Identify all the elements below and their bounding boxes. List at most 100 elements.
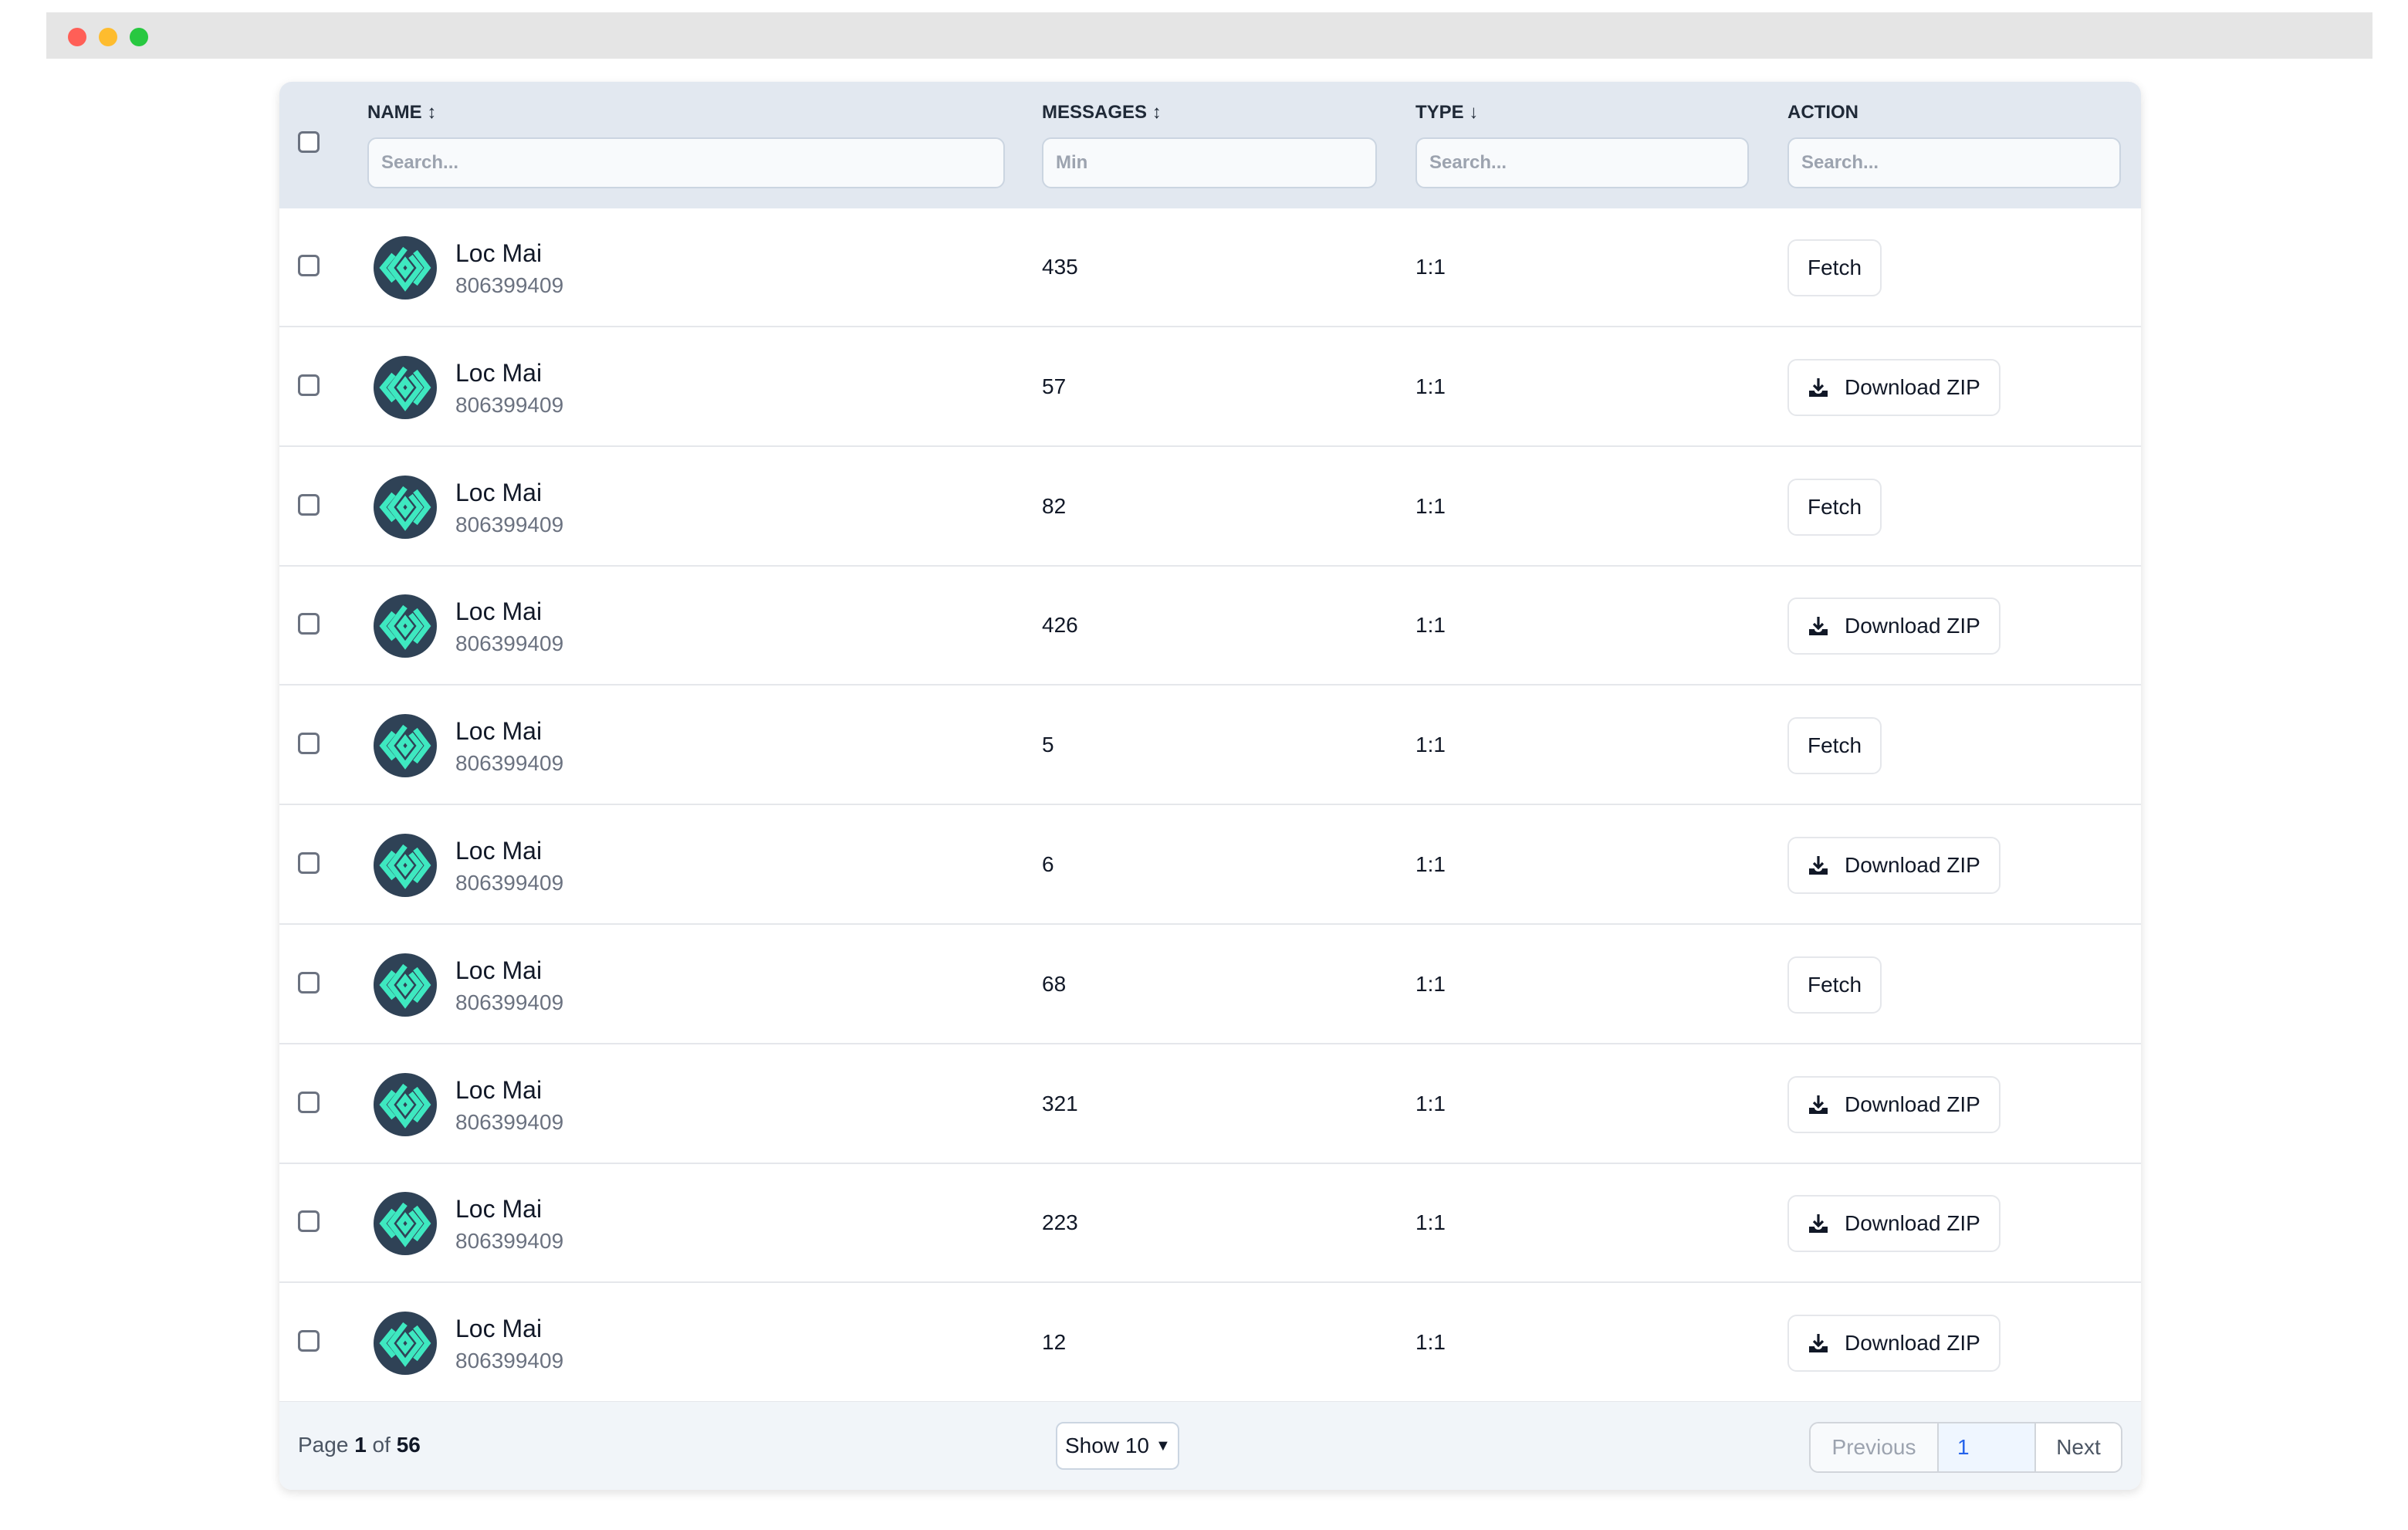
chat-type: 1:1 <box>1415 374 1446 398</box>
action-search-input[interactable] <box>1787 137 2121 188</box>
button-label: Fetch <box>1808 494 1862 519</box>
header-label: TYPE <box>1415 102 1464 123</box>
download-icon <box>1808 1094 1829 1115</box>
contact-id: 806399409 <box>455 392 564 417</box>
avatar <box>374 714 437 778</box>
contact-name: Loc Mai <box>455 1075 543 1104</box>
download-zip-button[interactable]: Download ZIP <box>1787 597 2000 655</box>
contact-name: Loc Mai <box>455 1195 543 1224</box>
column-header-type[interactable]: TYPE ↓ <box>1415 102 1478 124</box>
next-button[interactable]: Next <box>2036 1423 2121 1471</box>
header-label: NAME <box>367 102 422 123</box>
chat-type: 1:1 <box>1415 852 1446 876</box>
message-count: 426 <box>1042 613 1078 638</box>
type-search-input[interactable] <box>1415 137 1749 188</box>
close-window-button[interactable] <box>68 28 86 46</box>
messages-min-input[interactable] <box>1042 137 1377 188</box>
download-icon <box>1808 615 1829 637</box>
message-count: 435 <box>1042 255 1078 279</box>
page-number-input[interactable]: 1 <box>1937 1423 2036 1471</box>
header-label: MESSAGES <box>1042 102 1148 123</box>
table-footer: Page 1 of 56 Show 10 ▼ Previous 1 Next <box>279 1402 2141 1490</box>
contact-id: 806399409 <box>455 273 564 297</box>
fetch-button[interactable]: Fetch <box>1787 478 1882 536</box>
page-size-select[interactable]: Show 10 ▼ <box>1056 1422 1179 1470</box>
row-checkbox[interactable] <box>298 255 320 276</box>
table-row: Loc Mai 806399409 82 1:1 Fetch <box>279 448 2141 567</box>
row-checkbox[interactable] <box>298 733 320 755</box>
download-icon <box>1808 1332 1829 1354</box>
conversations-table: NAME ↕ MESSAGES ↕ TYPE ↓ ACTION Loc Mai … <box>279 82 2141 1490</box>
row-checkbox[interactable] <box>298 971 320 993</box>
download-zip-button[interactable]: Download ZIP <box>1787 1315 2000 1373</box>
fetch-button[interactable]: Fetch <box>1787 717 1882 775</box>
chevron-down-icon: ▼ <box>1155 1437 1171 1454</box>
sort-both-icon: ↕ <box>427 102 437 123</box>
message-count: 223 <box>1042 1210 1078 1235</box>
download-icon <box>1808 855 1829 876</box>
button-label: Download ZIP <box>1845 853 1980 877</box>
column-header-name[interactable]: NAME ↕ <box>367 102 436 124</box>
row-checkbox[interactable] <box>298 613 320 635</box>
avatar <box>374 1072 437 1136</box>
row-checkbox[interactable] <box>298 493 320 516</box>
contact-name: Loc Mai <box>455 956 543 984</box>
download-zip-button[interactable]: Download ZIP <box>1787 1075 2000 1133</box>
table-row: Loc Mai 806399409 321 1:1 Download ZIP <box>279 1045 2141 1164</box>
avatar <box>374 1312 437 1376</box>
button-label: Fetch <box>1808 733 1862 758</box>
row-checkbox[interactable] <box>298 1091 320 1113</box>
table-row: Loc Mai 806399409 6 1:1 Download ZIP <box>279 806 2141 925</box>
button-label: Download ZIP <box>1845 614 1980 638</box>
contact-id: 806399409 <box>455 871 564 895</box>
chat-type: 1:1 <box>1415 255 1446 279</box>
row-checkbox[interactable] <box>298 374 320 396</box>
avatar <box>374 953 437 1017</box>
table-header: NAME ↕ MESSAGES ↕ TYPE ↓ ACTION <box>279 82 2141 208</box>
chat-type: 1:1 <box>1415 1210 1446 1235</box>
contact-name: Loc Mai <box>455 837 543 865</box>
contact-name: Loc Mai <box>455 358 543 387</box>
maximize-window-button[interactable] <box>130 28 148 46</box>
select-all-checkbox[interactable] <box>298 131 320 153</box>
chat-type: 1:1 <box>1415 493 1446 518</box>
contact-id: 806399409 <box>455 1349 564 1373</box>
button-label: Download ZIP <box>1845 1211 1980 1236</box>
name-search-input[interactable] <box>367 137 1005 188</box>
message-count: 321 <box>1042 1091 1078 1115</box>
table-row: Loc Mai 806399409 68 1:1 Fetch <box>279 926 2141 1044</box>
window-titlebar <box>46 12 2372 59</box>
row-checkbox[interactable] <box>298 852 320 874</box>
table-row: Loc Mai 806399409 223 1:1 Download ZIP <box>279 1164 2141 1284</box>
column-header-action: ACTION <box>1787 102 1858 124</box>
row-checkbox[interactable] <box>298 1210 320 1233</box>
chat-type: 1:1 <box>1415 733 1446 757</box>
row-checkbox[interactable] <box>298 1330 320 1352</box>
previous-button[interactable]: Previous <box>1811 1423 1937 1471</box>
button-label: Fetch <box>1808 972 1862 997</box>
pagination: Previous 1 Next <box>1809 1422 2122 1473</box>
chat-type: 1:1 <box>1415 1091 1446 1115</box>
button-label: Download ZIP <box>1845 1331 1980 1356</box>
button-label: Download ZIP <box>1845 374 1980 399</box>
header-label: ACTION <box>1787 102 1858 123</box>
avatar <box>374 355 437 419</box>
table-row: Loc Mai 806399409 435 1:1 Fetch <box>279 208 2141 327</box>
table-row: Loc Mai 806399409 5 1:1 Fetch <box>279 686 2141 806</box>
contact-id: 806399409 <box>455 512 564 537</box>
fetch-button[interactable]: Fetch <box>1787 239 1882 296</box>
page-indicator: Page 1 of 56 <box>298 1433 421 1457</box>
message-count: 6 <box>1042 852 1054 876</box>
column-header-messages[interactable]: MESSAGES ↕ <box>1042 102 1162 124</box>
fetch-button[interactable]: Fetch <box>1787 956 1882 1014</box>
chat-type: 1:1 <box>1415 1330 1446 1355</box>
avatar <box>374 834 437 897</box>
minimize-window-button[interactable] <box>99 28 117 46</box>
avatar <box>374 475 437 539</box>
download-zip-button[interactable]: Download ZIP <box>1787 837 2000 894</box>
download-zip-button[interactable]: Download ZIP <box>1787 358 2000 416</box>
download-icon <box>1808 1213 1829 1234</box>
message-count: 68 <box>1042 971 1067 996</box>
download-zip-button[interactable]: Download ZIP <box>1787 1195 2000 1253</box>
avatar <box>374 236 437 300</box>
